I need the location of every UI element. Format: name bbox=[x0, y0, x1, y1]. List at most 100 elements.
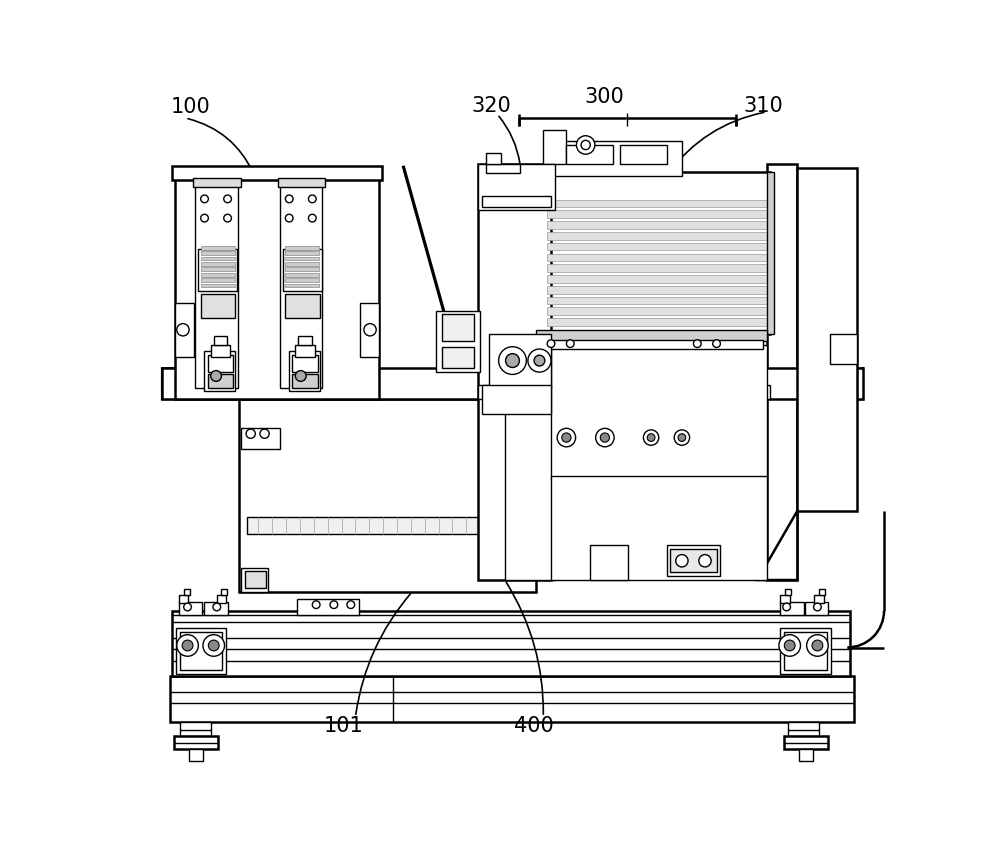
Bar bbox=[208, 355, 233, 372]
Bar bbox=[539, 339, 763, 349]
Bar bbox=[767, 172, 774, 333]
Circle shape bbox=[295, 371, 306, 381]
Bar bbox=[204, 352, 235, 391]
Bar bbox=[784, 632, 827, 670]
Bar bbox=[799, 749, 813, 761]
Bar bbox=[198, 249, 237, 292]
Circle shape bbox=[364, 324, 376, 336]
Bar bbox=[180, 632, 222, 670]
Circle shape bbox=[647, 434, 655, 442]
Circle shape bbox=[224, 214, 231, 222]
Circle shape bbox=[201, 195, 208, 203]
Text: 400: 400 bbox=[514, 716, 554, 736]
Circle shape bbox=[678, 434, 686, 442]
Bar bbox=[436, 311, 480, 372]
Circle shape bbox=[812, 640, 823, 651]
Bar bbox=[285, 251, 319, 255]
Bar bbox=[547, 232, 767, 240]
Bar bbox=[543, 172, 770, 333]
Bar bbox=[482, 385, 551, 415]
Circle shape bbox=[246, 429, 255, 438]
Circle shape bbox=[693, 339, 701, 347]
Bar bbox=[360, 303, 379, 357]
Bar bbox=[442, 314, 474, 341]
Circle shape bbox=[177, 635, 198, 656]
Bar bbox=[241, 428, 280, 449]
Bar bbox=[551, 345, 767, 480]
Bar bbox=[547, 265, 767, 272]
Bar bbox=[204, 602, 228, 615]
Bar bbox=[201, 257, 235, 260]
Polygon shape bbox=[728, 368, 863, 399]
Circle shape bbox=[499, 346, 526, 374]
Text: 310: 310 bbox=[744, 95, 783, 115]
Circle shape bbox=[581, 141, 590, 149]
Bar bbox=[285, 267, 319, 271]
Circle shape bbox=[566, 339, 574, 347]
Bar bbox=[298, 336, 312, 345]
Bar bbox=[175, 303, 194, 357]
Text: 300: 300 bbox=[584, 87, 624, 107]
Bar bbox=[201, 267, 235, 271]
Circle shape bbox=[177, 324, 189, 336]
Bar bbox=[180, 722, 211, 735]
Bar bbox=[208, 373, 233, 387]
Circle shape bbox=[308, 195, 316, 203]
Bar bbox=[547, 319, 767, 326]
Circle shape bbox=[643, 430, 659, 445]
Bar bbox=[201, 246, 235, 250]
Circle shape bbox=[784, 640, 795, 651]
Bar bbox=[814, 595, 824, 603]
Bar bbox=[179, 595, 188, 603]
Bar bbox=[289, 352, 320, 391]
Bar bbox=[162, 368, 863, 399]
Bar bbox=[285, 293, 320, 319]
Bar bbox=[478, 164, 555, 210]
Bar bbox=[211, 345, 230, 357]
Circle shape bbox=[285, 195, 293, 203]
Bar bbox=[295, 345, 315, 357]
Circle shape bbox=[783, 603, 790, 611]
Bar bbox=[221, 589, 227, 595]
Circle shape bbox=[308, 214, 316, 222]
Bar bbox=[283, 249, 322, 292]
Text: 100: 100 bbox=[171, 97, 210, 117]
Bar bbox=[184, 589, 190, 595]
Circle shape bbox=[347, 601, 355, 608]
Circle shape bbox=[547, 339, 555, 347]
Bar bbox=[201, 284, 235, 287]
Bar bbox=[285, 284, 319, 287]
Bar bbox=[170, 676, 854, 722]
Bar bbox=[189, 749, 203, 761]
Bar bbox=[285, 257, 319, 260]
Bar bbox=[780, 628, 831, 674]
Bar bbox=[620, 145, 667, 164]
Bar bbox=[247, 516, 524, 534]
Text: 320: 320 bbox=[472, 95, 511, 115]
Bar bbox=[174, 735, 218, 749]
Bar bbox=[482, 196, 551, 207]
Bar bbox=[785, 589, 791, 595]
Polygon shape bbox=[162, 368, 274, 399]
Bar bbox=[292, 355, 318, 372]
Bar bbox=[172, 166, 382, 180]
Bar bbox=[442, 346, 474, 368]
Bar bbox=[551, 476, 767, 580]
Circle shape bbox=[203, 635, 225, 656]
Bar bbox=[788, 722, 819, 735]
Bar bbox=[486, 164, 520, 174]
Circle shape bbox=[600, 433, 610, 442]
Circle shape bbox=[213, 603, 221, 611]
Circle shape bbox=[779, 635, 800, 656]
Bar bbox=[566, 145, 613, 164]
Circle shape bbox=[807, 635, 828, 656]
Bar bbox=[767, 164, 797, 580]
Bar bbox=[195, 180, 238, 387]
Bar bbox=[489, 333, 551, 387]
Bar bbox=[486, 153, 501, 164]
Bar bbox=[505, 387, 555, 580]
Bar bbox=[784, 735, 828, 749]
Bar bbox=[201, 278, 235, 282]
Circle shape bbox=[208, 640, 219, 651]
Circle shape bbox=[506, 353, 519, 367]
